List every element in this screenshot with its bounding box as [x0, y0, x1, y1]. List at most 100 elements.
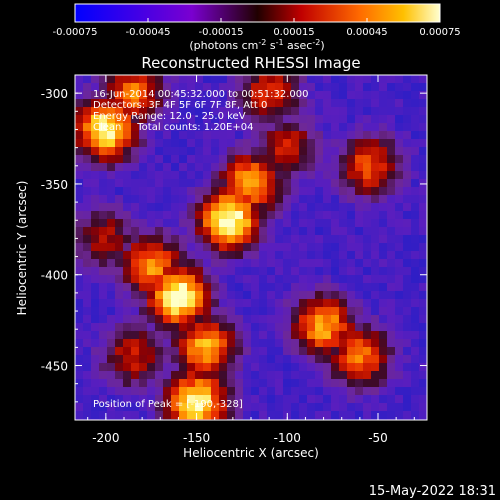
heatmap-cell: [355, 379, 363, 387]
heatmap-cell: [243, 251, 251, 259]
heatmap-cell: [99, 339, 107, 347]
heatmap-cell: [91, 171, 99, 179]
heatmap-cell: [243, 195, 251, 203]
heatmap-cell: [99, 163, 107, 171]
heatmap-cell: [75, 299, 83, 307]
heatmap-cell: [323, 331, 331, 339]
heatmap-cell: [99, 371, 107, 379]
heatmap-cell: [91, 155, 99, 163]
heatmap-cell: [171, 131, 179, 139]
heatmap-cell: [155, 315, 163, 323]
heatmap-cell: [387, 203, 395, 211]
heatmap-cell: [107, 355, 115, 363]
heatmap-cell: [211, 107, 219, 115]
heatmap-cell: [331, 403, 339, 411]
heatmap-cell: [259, 347, 267, 355]
heatmap-cell: [267, 171, 275, 179]
heatmap-cell: [163, 195, 171, 203]
heatmap-cell: [187, 75, 195, 83]
heatmap-cell: [379, 163, 387, 171]
heatmap-cell: [219, 131, 227, 139]
heatmap-cell: [411, 379, 419, 387]
heatmap-cell: [267, 395, 275, 403]
heatmap-cell: [387, 387, 395, 395]
heatmap-cell: [379, 259, 387, 267]
heatmap-cell: [131, 403, 139, 411]
heatmap-cell: [115, 107, 123, 115]
heatmap-cell: [107, 91, 115, 99]
heatmap-cell: [147, 259, 155, 267]
heatmap-cell: [395, 131, 403, 139]
heatmap-cell: [403, 323, 411, 331]
heatmap-cell: [195, 171, 203, 179]
heatmap-cell: [243, 179, 251, 187]
heatmap-cell: [395, 147, 403, 155]
heatmap-cell: [355, 195, 363, 203]
heatmap-cell: [235, 395, 243, 403]
heatmap-cell: [307, 155, 315, 163]
heatmap-cell: [99, 123, 107, 131]
heatmap-cell: [307, 259, 315, 267]
heatmap-cell: [123, 363, 131, 371]
heatmap-cell: [187, 187, 195, 195]
heatmap-cell: [387, 187, 395, 195]
heatmap-cell: [107, 139, 115, 147]
heatmap-cell: [411, 107, 419, 115]
heatmap-cell: [339, 347, 347, 355]
heatmap-cell: [227, 251, 235, 259]
heatmap-cell: [187, 155, 195, 163]
heatmap-cell: [91, 91, 99, 99]
heatmap-cell: [115, 387, 123, 395]
heatmap-cell: [259, 203, 267, 211]
heatmap-cell: [115, 347, 123, 355]
heatmap-cell: [91, 331, 99, 339]
heatmap-cell: [339, 235, 347, 243]
heatmap-cell: [243, 203, 251, 211]
heatmap-cell: [291, 315, 299, 323]
heatmap-cell: [323, 155, 331, 163]
heatmap-cell: [235, 291, 243, 299]
heatmap-cell: [355, 123, 363, 131]
heatmap-cell: [395, 315, 403, 323]
heatmap-cell: [123, 307, 131, 315]
heatmap-cell: [123, 123, 131, 131]
heatmap-cell: [203, 291, 211, 299]
heatmap-cell: [195, 195, 203, 203]
heatmap-cell: [403, 283, 411, 291]
heatmap-cell: [347, 403, 355, 411]
heatmap-cell: [363, 219, 371, 227]
heatmap-cell: [107, 115, 115, 123]
heatmap-cell: [155, 379, 163, 387]
heatmap-cell: [315, 403, 323, 411]
heatmap-cell: [251, 75, 259, 83]
heatmap-cell: [179, 387, 187, 395]
heatmap-cell: [267, 187, 275, 195]
heatmap-cell: [347, 411, 355, 419]
heatmap-cell: [347, 139, 355, 147]
heatmap-cell: [187, 251, 195, 259]
heatmap-cell: [131, 139, 139, 147]
heatmap-cell: [99, 155, 107, 163]
heatmap-cell: [371, 363, 379, 371]
heatmap-cell: [235, 115, 243, 123]
heatmap-cell: [107, 259, 115, 267]
heatmap-cell: [139, 99, 147, 107]
heatmap-cell: [403, 379, 411, 387]
heatmap-cell: [195, 339, 203, 347]
heatmap-cell: [179, 227, 187, 235]
heatmap-cell: [395, 91, 403, 99]
heatmap-cell: [267, 251, 275, 259]
heatmap-cell: [299, 283, 307, 291]
x-tick-label: -50: [368, 431, 388, 445]
heatmap-cell: [115, 259, 123, 267]
heatmap-cell: [139, 347, 147, 355]
heatmap-cell: [91, 203, 99, 211]
heatmap-cell: [411, 363, 419, 371]
heatmap-cell: [243, 163, 251, 171]
heatmap-cell: [179, 307, 187, 315]
heatmap-cell: [131, 299, 139, 307]
heatmap-cell: [403, 395, 411, 403]
heatmap-cell: [195, 235, 203, 243]
heatmap-cell: [131, 307, 139, 315]
heatmap-cell: [171, 323, 179, 331]
